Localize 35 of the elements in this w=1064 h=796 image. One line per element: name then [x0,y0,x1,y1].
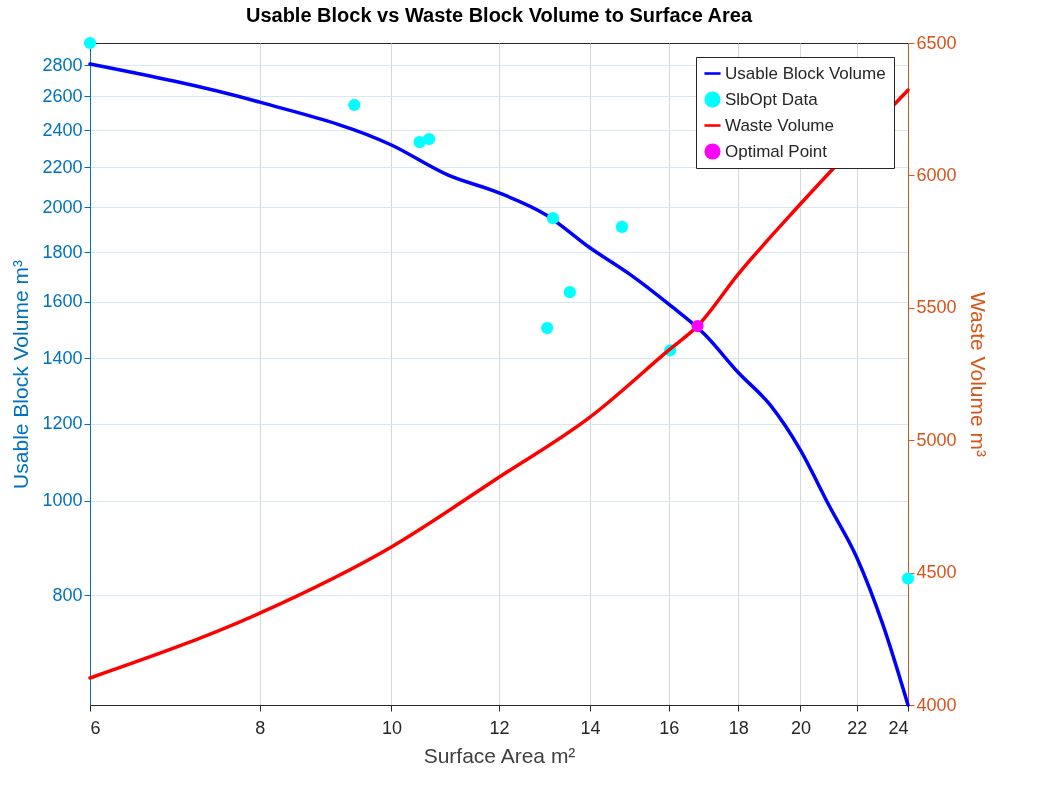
y-tick-label: 1600 [42,291,83,312]
y2-tick-label: 5000 [916,429,957,450]
x-axis-title: Surface Area m² [423,743,576,767]
y2-tick-label: 5500 [916,297,957,318]
x-tick-label: 24 [888,717,909,738]
x-tick-label: 22 [847,717,868,738]
x-tick-label: 16 [659,717,680,738]
y-tick-label: 2600 [42,85,83,106]
legend-label: SlbOpt Data [725,89,819,109]
x-tick-label: 12 [489,717,510,738]
legend-label: Waste Volume [725,115,834,135]
y-tick-label: 800 [52,584,83,605]
legend-label: Optimal Point [725,141,828,161]
x-tick-label: 20 [790,717,811,738]
y2-axis-title: Waste Volume m³ [966,292,990,457]
y-tick-label: 1200 [42,413,83,434]
y2-tick-label: 6500 [916,32,957,53]
x-tick-label: 14 [580,717,601,738]
x-tick-label: 8 [255,717,266,738]
y2-tick-label: 4500 [916,562,957,583]
x-tick-label: 10 [381,717,402,738]
y-tick-label: 1800 [42,241,83,262]
y-tick-label: 1000 [42,490,83,511]
y-tick-label: 2400 [42,119,83,140]
y-tick-label: 2800 [42,54,83,75]
x-tick-label: 6 [90,717,101,738]
x-tick-label: 18 [728,717,749,738]
y-tick-label: 1400 [42,347,83,368]
y2-tick-label: 6000 [916,164,957,185]
y-axis-title: Usable Block Volume m³ [9,260,33,489]
chart-title: Usable Block vs Waste Block Volume to Surface Area [245,4,753,26]
y-tick-label: 2200 [42,156,83,177]
y-tick-label: 2000 [42,196,83,217]
y2-tick-label: 4000 [916,694,957,715]
legend-label: Usable Block Volume [725,63,886,83]
